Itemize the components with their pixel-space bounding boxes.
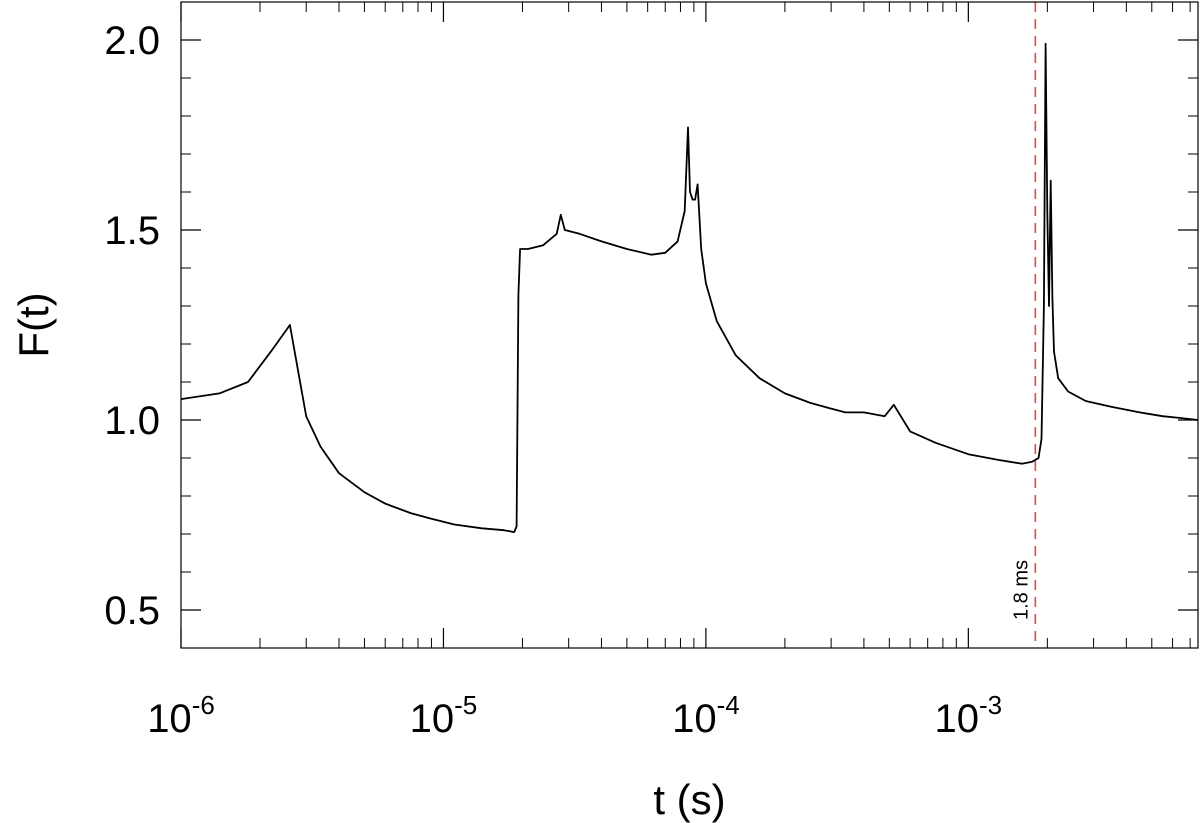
x-axis-label: t (s) bbox=[653, 776, 725, 823]
data-layer: 1.8 ms bbox=[180, 2, 1199, 648]
x-tick-label: 10-5 bbox=[410, 690, 478, 741]
plot-frame bbox=[180, 1, 1199, 649]
y-tick-label: 2.0 bbox=[104, 19, 160, 63]
series-line bbox=[180, 42, 1199, 533]
x-tick-label: 10-6 bbox=[147, 690, 215, 741]
y-tick-label: 1.5 bbox=[104, 209, 160, 253]
marker-label: 1.8 ms bbox=[1010, 560, 1032, 620]
y-axis-label: F(t) bbox=[10, 292, 57, 357]
x-tick-label: 10-3 bbox=[935, 690, 1003, 741]
labels-layer: 10-6 10-5 10-4 10-3 0.5 1.0 1.5 2.0 bbox=[104, 19, 1002, 741]
y-tick-label: 0.5 bbox=[104, 589, 160, 633]
ticks-layer bbox=[180, 2, 1198, 648]
x-tick-label: 10-4 bbox=[672, 690, 740, 741]
y-tick-label: 1.0 bbox=[104, 399, 160, 443]
